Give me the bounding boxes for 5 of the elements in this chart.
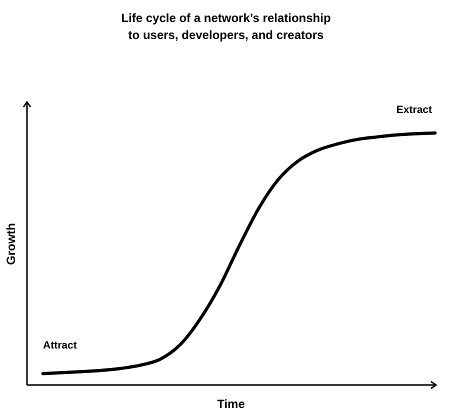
chart-title: Life cycle of a network’s relationship to users, developers, and creators (121, 11, 331, 42)
text: Extract (396, 104, 432, 116)
y-axis-title: Growth (4, 223, 18, 265)
annotation: Attract (43, 340, 78, 352)
x-axis-title: Time (217, 397, 246, 411)
